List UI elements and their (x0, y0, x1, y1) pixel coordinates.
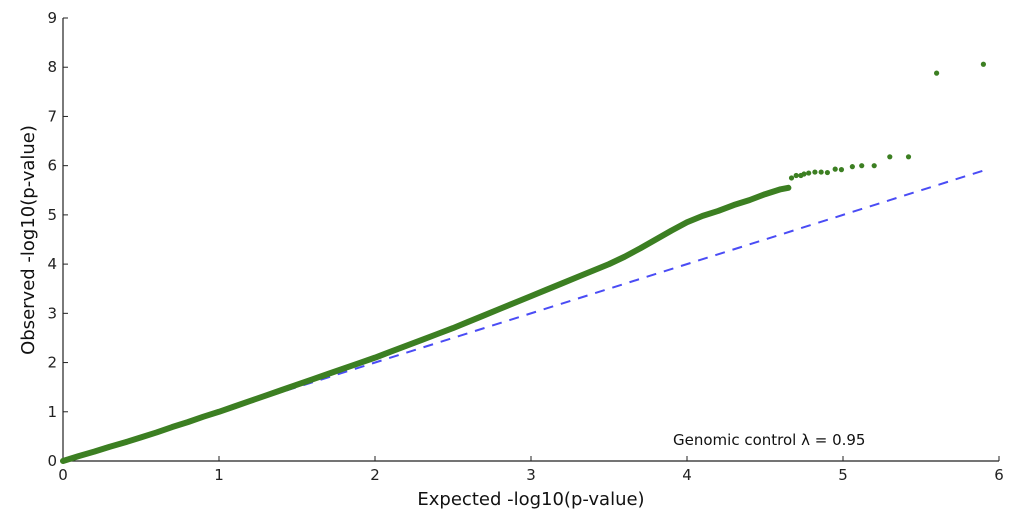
data-point (497, 306, 503, 312)
data-point (512, 299, 519, 306)
data-point (559, 280, 565, 286)
data-point (653, 236, 659, 243)
y-tick-label: 2 (47, 354, 57, 372)
data-point (528, 293, 534, 299)
data-point (871, 163, 877, 169)
data-point (806, 170, 812, 176)
data-point (216, 409, 222, 415)
data-point (838, 167, 845, 173)
data-point (91, 449, 97, 455)
data-point (590, 267, 597, 274)
data-point (138, 434, 144, 440)
data-point (778, 186, 784, 192)
data-point (832, 166, 838, 172)
data-point (107, 444, 113, 450)
data-point (310, 376, 316, 382)
data-point (801, 171, 807, 177)
data-point (247, 398, 253, 404)
data-point (481, 312, 487, 318)
y-tick-label: 5 (47, 206, 57, 224)
y-tick-label: 9 (47, 9, 57, 27)
data-point (849, 164, 855, 170)
data-point (60, 458, 66, 464)
data-point (622, 254, 628, 260)
data-point (637, 245, 643, 251)
y-tick-label: 3 (47, 304, 57, 322)
data-point (812, 169, 818, 175)
x-tick-label: 1 (214, 466, 224, 484)
data-point (450, 325, 456, 331)
data-point (263, 392, 269, 399)
x-axis-title: Expected -log10(p-value) (417, 489, 644, 510)
data-point (154, 429, 160, 436)
data-point (372, 355, 378, 361)
data-point (824, 169, 831, 176)
data-point (200, 414, 206, 420)
data-point (859, 163, 865, 169)
data-point (232, 403, 238, 409)
data-point (980, 61, 987, 67)
x-tick-label: 4 (682, 466, 692, 484)
data-point (356, 360, 362, 366)
data-point (575, 274, 581, 280)
x-tick-label: 2 (370, 466, 380, 484)
data-point (388, 349, 394, 355)
data-point (278, 387, 284, 393)
y-tick-label: 7 (47, 107, 57, 125)
data-point (434, 331, 440, 337)
x-tick-label: 5 (838, 466, 848, 484)
y-axis-title: Observed -log10(p-value) (18, 125, 39, 355)
data-point (684, 219, 690, 225)
y-tick-label: 6 (47, 157, 57, 175)
data-point (887, 154, 893, 160)
x-tick-label: 3 (526, 466, 536, 484)
y-tick-label: 4 (47, 255, 57, 273)
y-tick-label: 8 (47, 58, 57, 76)
data-point (731, 202, 737, 208)
data-point (785, 185, 792, 191)
data-point (419, 337, 425, 343)
data-point (341, 365, 347, 372)
data-point (294, 382, 300, 388)
data-point (700, 213, 706, 219)
data-point (715, 208, 721, 214)
data-point (905, 154, 912, 160)
x-tick-label: 0 (58, 466, 68, 484)
data-point (122, 439, 128, 445)
data-point (746, 197, 753, 203)
y-tick-label: 1 (47, 403, 57, 421)
x-tick-label: 6 (994, 466, 1004, 484)
data-point (325, 371, 331, 377)
data-point (403, 343, 409, 349)
data-point (818, 169, 824, 175)
observed-dense-band (60, 184, 792, 464)
y-tick-label: 0 (47, 452, 57, 470)
annotation-genomic-control: Genomic control λ = 0.95 (673, 431, 865, 449)
data-point (169, 424, 175, 430)
data-point (793, 172, 799, 179)
data-point (76, 453, 82, 459)
data-point (606, 261, 612, 267)
data-point (788, 175, 795, 181)
data-point (466, 319, 472, 325)
data-point (934, 70, 940, 76)
data-point (544, 287, 550, 293)
data-point (762, 191, 768, 197)
data-point (185, 419, 191, 425)
data-point (668, 228, 675, 234)
